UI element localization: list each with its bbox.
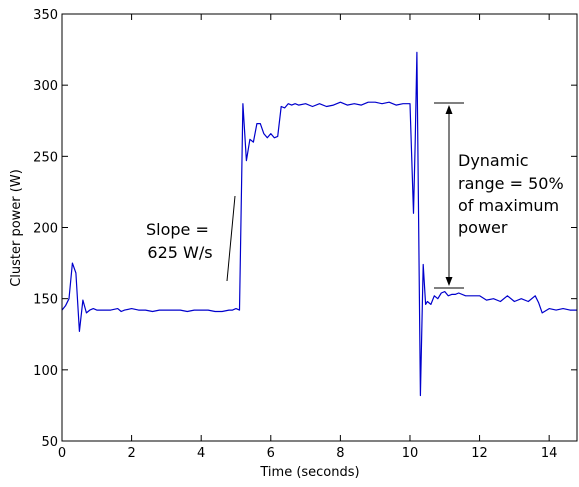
x-tick-label: 14 [541,446,558,461]
slope-indicator-line [226,195,236,282]
y-tick-label: 250 [33,150,58,165]
slope-annotation-line-1: Slope = [146,220,209,239]
y-tick-label: 350 [33,8,58,23]
slope-annotation-line-2: 625 W/s [147,243,212,262]
x-tick-label: 10 [402,446,419,461]
range-arrow-head-up [445,105,453,114]
x-axis-label: Time (seconds) [259,465,359,480]
series-layer [61,51,577,397]
plot-frame [61,13,578,442]
dynamic-range-line-2: range = 50% [458,174,564,193]
range-arrow-head-down [445,277,453,286]
y-tick-label: 50 [41,435,58,450]
slope-annotation: Slope = 625 W/s [146,220,214,262]
x-tick-label: 4 [197,446,205,461]
x-tick-label: 12 [471,446,488,461]
y-tick-label: 100 [33,364,58,379]
y-tick-label: 200 [33,222,58,237]
annotations: Slope = 625 W/s Dynamic range = 50% of m… [146,102,569,289]
dynamic-range-line-3: of maximum [458,196,559,215]
x-tick-label: 0 [58,446,66,461]
y-tick-label: 300 [33,79,58,94]
y-axis-label: Cluster power (W) [9,169,24,287]
x-tick-label: 6 [267,446,275,461]
dynamic-range-line-1: Dynamic [458,151,529,170]
y-tick-label: 150 [33,293,58,308]
dynamic-range-line-4: power [458,218,508,237]
x-tick-label: 2 [127,446,135,461]
power-series-line [61,51,577,397]
x-tick-label: 8 [336,446,344,461]
dynamic-range-annotation: Dynamic range = 50% of maximum power [458,151,569,237]
